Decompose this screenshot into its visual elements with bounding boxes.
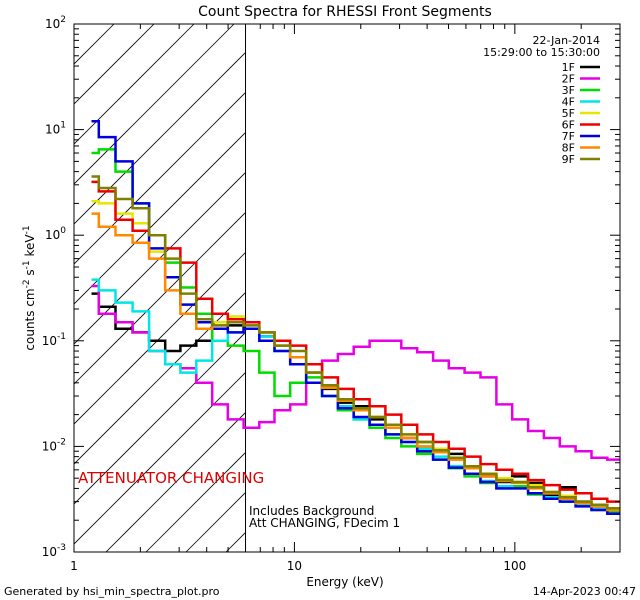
chart-title: Count Spectra for RHESSI Front Segments xyxy=(198,4,492,20)
attenuator-changing-label: ATTENUATOR CHANGING xyxy=(78,469,264,487)
ylabel-part: s xyxy=(23,269,37,279)
x-axis-label: Energy (keV) xyxy=(306,575,383,589)
y-tick-label: 100 xyxy=(45,226,66,242)
hatch-line xyxy=(74,91,246,265)
series-line-2F xyxy=(91,284,620,461)
date-label: 22-Jan-2014 xyxy=(533,34,601,47)
legend-label-9F: 9F xyxy=(562,153,575,166)
y-tick-label: 10-2 xyxy=(42,437,66,453)
legend-label-1F: 1F xyxy=(562,61,575,74)
time-range-label: 15:29:00 to 15:30:00 xyxy=(483,46,600,59)
axis-ticks: 1 10 100 10-3 10-2 10-1 100 101 102 xyxy=(42,15,621,573)
y-tick-label: 10-3 xyxy=(42,543,66,559)
x-tick-label: 10 xyxy=(287,559,302,573)
legend-label-2F: 2F xyxy=(562,73,575,86)
hatch-line xyxy=(105,411,246,552)
note-attenuator: Att CHANGING, FDecim 1 xyxy=(249,516,400,530)
hatch-line xyxy=(74,251,246,425)
hatch-line xyxy=(74,331,246,505)
ylabel-exp: -1 xyxy=(22,225,32,234)
hatch-line xyxy=(225,531,246,552)
legend-label-8F: 8F xyxy=(562,142,575,155)
hatch-line xyxy=(74,24,195,145)
y-tick-label: 101 xyxy=(45,121,66,137)
series-line-7F xyxy=(91,119,620,516)
note-background: Includes Background xyxy=(249,504,374,518)
legend-label-7F: 7F xyxy=(562,130,575,143)
hatch-line xyxy=(74,371,246,545)
legend-label-4F: 4F xyxy=(562,96,575,109)
series-line-9F xyxy=(91,175,620,510)
hatch-line xyxy=(74,211,246,385)
series-group xyxy=(91,119,620,516)
legend-label-6F: 6F xyxy=(562,119,575,132)
x-tick-label: 1 xyxy=(70,559,78,573)
legend-label-5F: 5F xyxy=(562,107,575,120)
legend-label-3F: 3F xyxy=(562,84,575,97)
hatch-line xyxy=(74,24,75,25)
y-tick-label: 10-1 xyxy=(42,332,66,348)
footer-timestamp: 14-Apr-2023 00:47 xyxy=(533,585,636,598)
hatch-line xyxy=(74,171,246,345)
ylabel-exp: -1 xyxy=(22,260,32,269)
y-tick-label: 102 xyxy=(45,15,66,31)
hatch-line xyxy=(145,451,246,552)
x-tick-label: 100 xyxy=(503,559,526,573)
hatch-line xyxy=(74,24,235,185)
ylabel-part: keV xyxy=(23,234,37,261)
footer-generated-by: Generated by hsi_min_spectra_plot.pro xyxy=(4,585,220,598)
hatch-line xyxy=(74,51,246,225)
y-axis-label: counts cm-2 s-1 keV-1 xyxy=(22,225,37,350)
ylabel-exp: -2 xyxy=(22,279,32,288)
attenuator-hatch xyxy=(74,24,246,552)
series-line-6F xyxy=(91,180,620,503)
series-line-3F xyxy=(91,148,620,514)
plot-frame xyxy=(73,23,621,553)
ylabel-part: counts cm xyxy=(23,288,37,350)
hatch-line xyxy=(74,131,246,305)
